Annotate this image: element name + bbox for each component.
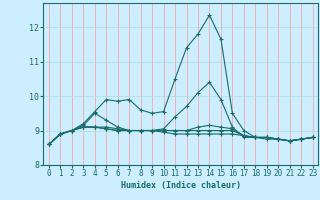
X-axis label: Humidex (Indice chaleur): Humidex (Indice chaleur): [121, 181, 241, 190]
